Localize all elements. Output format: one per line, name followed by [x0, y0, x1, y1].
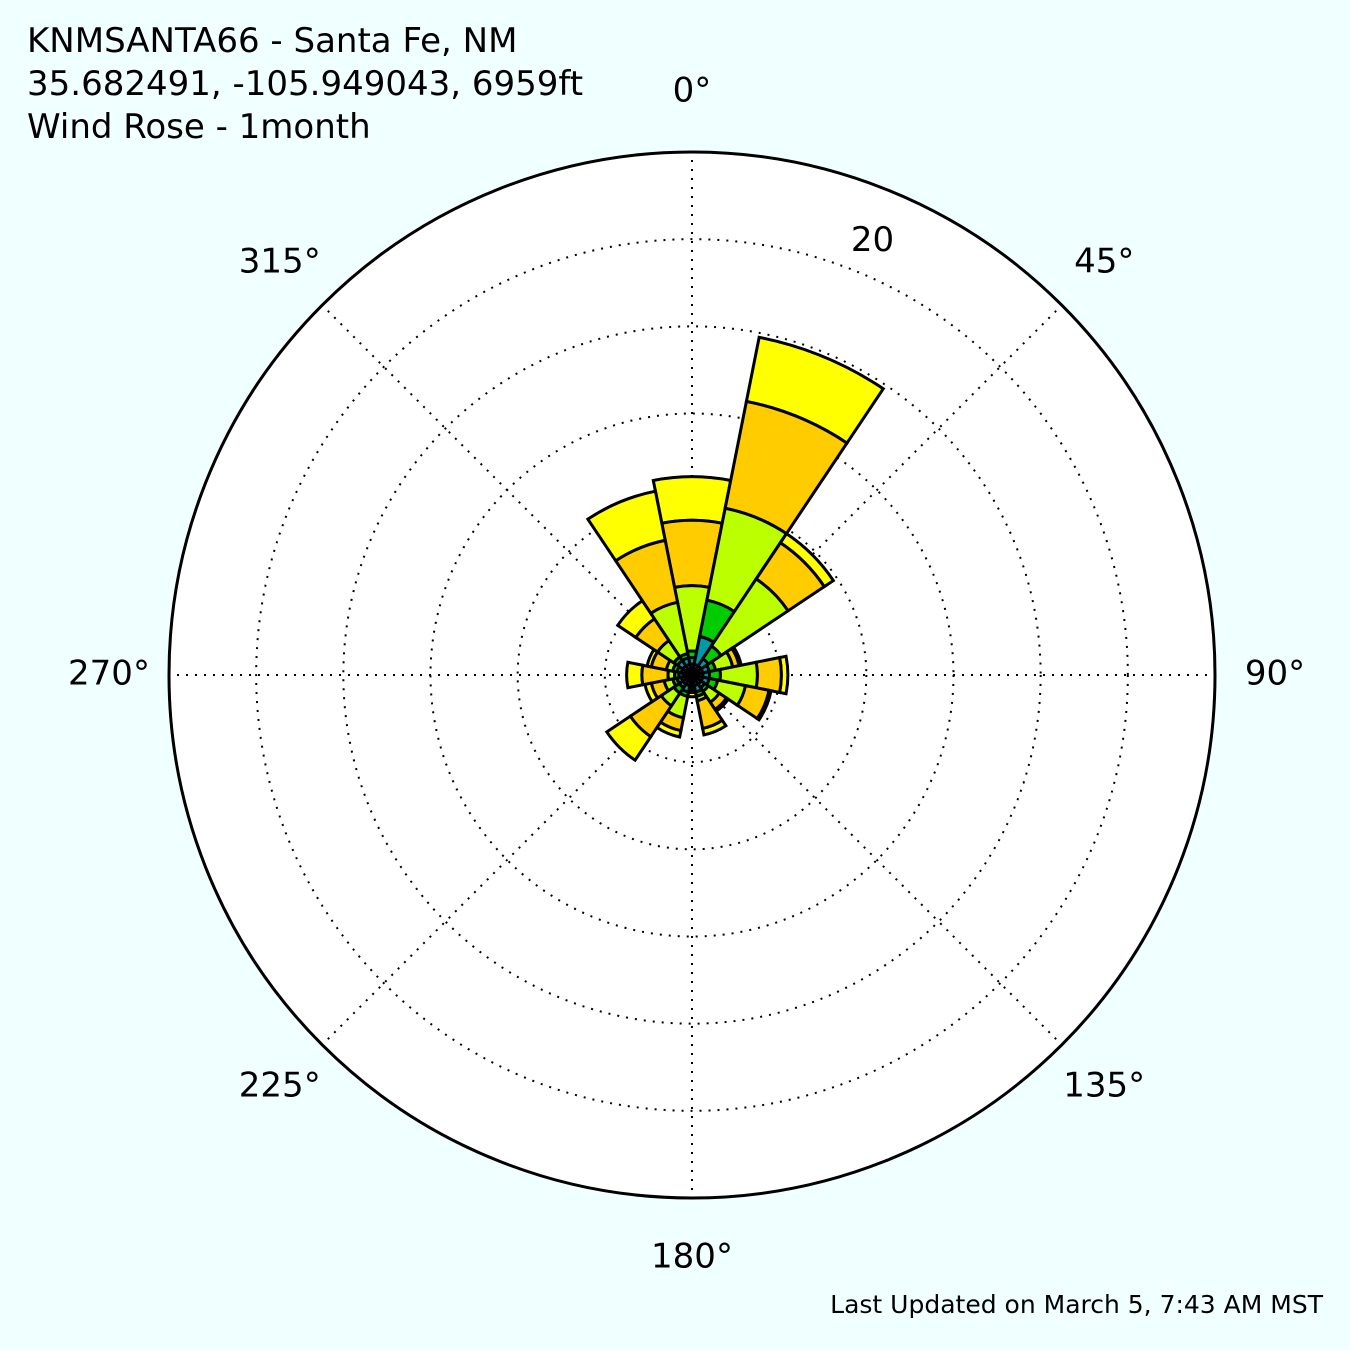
angular-gridline: [691, 304, 1063, 676]
last-updated-footer: Last Updated on March 5, 7:43 AM MST: [830, 1290, 1323, 1319]
station-coordinates: 35.682491, -105.949043, 6959ft: [27, 64, 584, 104]
angular-gridline: [321, 674, 693, 1046]
radial-gridline: [255, 238, 1129, 1112]
angle-tick-label: 180°: [651, 1237, 733, 1277]
radial-gridline: [516, 499, 868, 851]
wind-bars: [585, 335, 886, 763]
polar-grid: [169, 152, 1215, 1198]
radial-gridline: [342, 325, 1042, 1025]
angle-tick-label: 45°: [1074, 241, 1134, 281]
angle-tick-label: 135°: [1063, 1066, 1145, 1106]
angle-tick-label: 315°: [239, 241, 321, 281]
angle-tick-label: 270°: [68, 654, 150, 694]
angle-tick-label: 90°: [1245, 654, 1305, 694]
angle-tick-label: 225°: [239, 1066, 321, 1106]
radial-tick-label: 20: [851, 220, 894, 260]
polar-plot-frame: [167, 150, 1217, 1200]
angle-labels: 0° 45° 90° 135° 180° 225° 270° 315°: [68, 71, 1305, 1277]
chart-header: KNMSANTA66 - Santa Fe, NM 35.682491, -10…: [27, 20, 583, 149]
angular-gridline: [691, 674, 1063, 1046]
angle-tick-label: 0°: [673, 71, 712, 111]
station-title: KNMSANTA66 - Santa Fe, NM: [27, 21, 518, 61]
angular-gridline: [321, 304, 693, 676]
chart-title: Wind Rose - 1month: [27, 107, 371, 147]
wind-bar-segment: [651, 475, 733, 526]
wind-bar-segment: [687, 668, 694, 676]
